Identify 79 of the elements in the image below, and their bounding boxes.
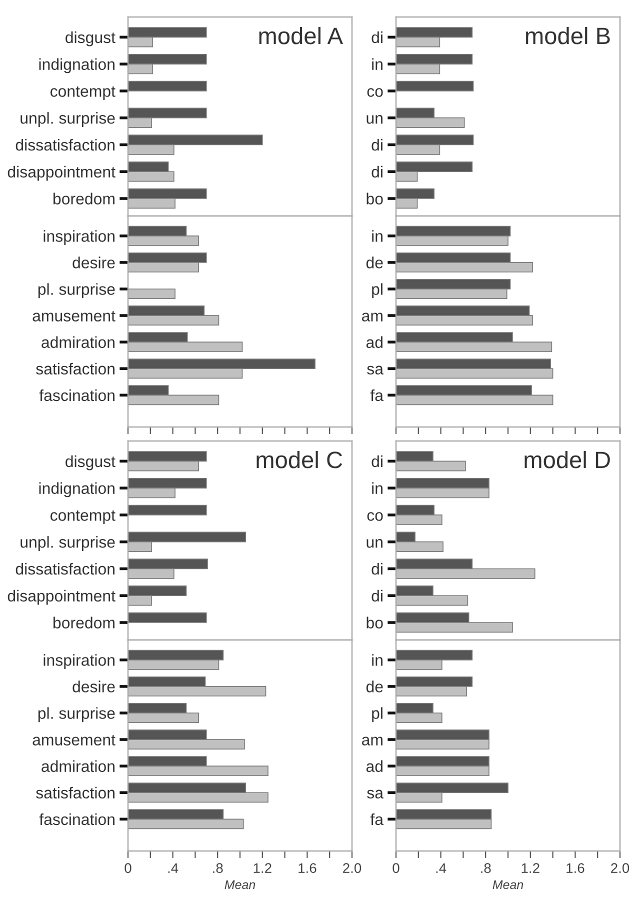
chart-title: model C	[256, 450, 342, 468]
y-tick-label: am	[362, 736, 382, 746]
bar	[128, 80, 207, 92]
y-tick-label: indignation	[39, 482, 114, 498]
x-tick-label: 1.6	[298, 863, 316, 874]
y-tick-label: admiration	[42, 336, 114, 348]
y-tick-label: sa	[367, 790, 384, 799]
bar	[128, 504, 207, 516]
x-tick-label: 0	[124, 863, 132, 874]
chart-title: model A	[259, 26, 343, 44]
bar	[128, 288, 176, 299]
y-tick-label: inspiration	[44, 230, 114, 246]
y-tick-label: in	[372, 58, 382, 70]
y-tick-label: fa	[370, 389, 384, 402]
y-tick-label: pl. surprise	[38, 707, 115, 722]
y-tick-label: unpl. surprise	[20, 112, 115, 127]
y-tick-label: bo	[366, 616, 383, 628]
y-tick-label: co	[367, 512, 383, 521]
y-tick-label: fa	[370, 813, 384, 826]
y-tick-label: amusement	[32, 310, 116, 322]
y-tick-label: amusement	[32, 734, 116, 746]
x-tick-label: 2.0	[611, 863, 630, 874]
y-tick-label: dissatisfaction	[16, 562, 114, 575]
x-tick-label: .4	[168, 863, 178, 873]
y-tick-label: fascination	[39, 389, 114, 402]
y-tick-label: di	[372, 31, 382, 44]
x-tick-label: .8	[481, 863, 491, 874]
y-tick-label: sa	[367, 366, 384, 375]
y-tick-label: di	[372, 590, 382, 602]
x-tick-label: 1.2	[254, 863, 272, 873]
y-tick-label: ad	[366, 760, 382, 772]
y-tick-label: pl. surprise	[38, 283, 115, 298]
y-tick-label: in	[372, 654, 382, 666]
x-tick-label: .8	[213, 863, 223, 874]
y-tick-label: boredom	[54, 616, 114, 628]
y-tick-label: de	[366, 680, 383, 692]
y-tick-label: boredom	[54, 192, 114, 204]
y-tick-label: ad	[366, 336, 382, 348]
y-tick-label: satisfaction	[36, 786, 114, 799]
y-tick-label: desire	[72, 680, 115, 692]
y-tick-label: di	[372, 455, 382, 468]
bar	[396, 80, 474, 92]
y-tick-label: disgust	[66, 31, 116, 46]
y-tick-label: admiration	[42, 760, 114, 772]
y-tick-label: di	[372, 562, 382, 575]
y-tick-label: di	[372, 138, 382, 151]
y-tick-label: di	[372, 166, 382, 178]
y-tick-label: in	[372, 230, 382, 242]
y-tick-label: disappointment	[8, 590, 116, 605]
y-tick-label: un	[366, 539, 382, 548]
chart-title: model B	[526, 26, 610, 44]
y-tick-label: desire	[72, 256, 115, 268]
y-tick-label: bo	[366, 192, 383, 204]
y-tick-label: contempt	[50, 86, 116, 100]
y-tick-label: indignation	[39, 58, 114, 74]
y-tick-label: unpl. surprise	[20, 536, 115, 551]
y-tick-label: disappointment	[8, 166, 116, 181]
y-tick-label: pl	[372, 283, 382, 298]
x-axis-title: Mean	[224, 880, 256, 890]
y-tick-label: in	[372, 482, 382, 494]
y-tick-label: pl	[372, 707, 382, 722]
y-tick-label: fascination	[39, 813, 114, 826]
y-tick-label: dissatisfaction	[16, 138, 114, 151]
y-tick-label: co	[367, 88, 383, 97]
y-tick-label: disgust	[66, 455, 116, 470]
y-tick-label: satisfaction	[36, 362, 114, 375]
x-tick-label: 0	[392, 863, 400, 874]
chart-title: model D	[524, 450, 610, 468]
x-axis-title: Mean	[492, 880, 524, 890]
y-tick-label: de	[366, 256, 383, 268]
x-tick-label: 1.6	[566, 863, 584, 874]
x-tick-label: 2.0	[343, 863, 362, 874]
y-tick-label: inspiration	[44, 654, 114, 670]
y-tick-label: contempt	[50, 510, 116, 524]
x-tick-label: 1.2	[522, 863, 540, 873]
y-tick-label: un	[366, 115, 382, 124]
y-tick-label: am	[362, 312, 382, 322]
x-tick-label: .4	[436, 863, 446, 873]
bar	[128, 612, 207, 623]
